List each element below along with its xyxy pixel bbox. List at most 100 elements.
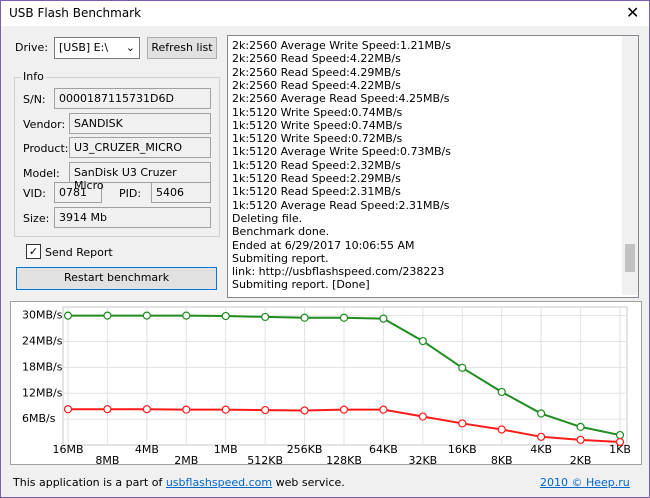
restart-button[interactable]: Restart benchmark [16, 267, 217, 290]
drive-select[interactable]: [USB] E:\ ⌄ [54, 37, 140, 59]
y-tick-label: 18MB/s [22, 360, 63, 373]
data-point [497, 425, 506, 434]
y-tick-label: 12MB/s [22, 386, 63, 399]
data-point [418, 412, 427, 421]
data-point [576, 435, 585, 444]
log-line: 2k:2560 Read Speed:4.29MB/s [232, 65, 401, 79]
data-point [182, 405, 191, 414]
data-point [103, 311, 112, 320]
log-line: link: http://usbflashspeed.com/238223 [232, 265, 445, 279]
drive-value: [USB] E:\ [59, 41, 109, 54]
data-point [418, 336, 427, 346]
data-point [182, 311, 191, 320]
log-line: 2k:2560 Read Speed:4.22MB/s [232, 78, 401, 92]
data-point [63, 405, 73, 414]
field-label: Vendor: [23, 117, 66, 131]
data-point [63, 311, 73, 320]
log-line: 1k:5120 Read Speed:2.29MB/s [232, 172, 401, 185]
vid-value: 0781 [54, 182, 102, 203]
log-line: Ended at 6/29/2017 10:06:55 AM [232, 238, 415, 252]
footer-text: This application is a part of usbflashsp… [13, 476, 345, 489]
window-title: USB Flash Benchmark [9, 6, 142, 20]
refresh-button[interactable]: Refresh list [147, 37, 217, 59]
scrollbar[interactable] [622, 36, 638, 295]
copyright-link[interactable]: 2010 © Heep.ru [540, 476, 630, 489]
pid-value: 5406 [151, 182, 211, 203]
data-point [576, 422, 585, 431]
info-group [14, 77, 220, 237]
x-tick-label: 512KB [247, 454, 283, 465]
info-group-title: Info [21, 70, 46, 83]
field-label: S/N: [23, 93, 46, 106]
send-report-label: Send Report [45, 246, 113, 259]
x-tick-label: 16KB [448, 443, 477, 456]
data-point [103, 405, 112, 414]
log-line: 1k:5120 Read Speed:2.31MB/s [232, 185, 401, 199]
data-point [458, 419, 467, 428]
data-point [458, 363, 467, 372]
size-label: Size: [23, 212, 50, 225]
footer-before: This application is a part of [13, 476, 163, 489]
x-tick-label: 4KB [530, 443, 552, 456]
field-value: 0000187115731D6D [54, 88, 211, 109]
y-tick-label: 24MB/s [22, 335, 63, 348]
data-point [537, 432, 546, 441]
data-point [300, 406, 309, 415]
log-line: 1k:5120 Read Speed:2.32MB/s [232, 158, 401, 172]
data-point [339, 313, 349, 322]
log-box: 2k:2560 Average Write Speed:1.21MB/s 2k:2… [227, 35, 639, 298]
footer-after: web service. [275, 476, 345, 489]
send-report-checkbox[interactable]: ✓ [26, 244, 41, 259]
log-line: 2k:2560 Average Write Speed:1.21MB/s [232, 39, 451, 52]
close-button[interactable]: ✕ [626, 3, 640, 22]
data-point [300, 313, 309, 322]
x-tick-label: 1MB [214, 443, 238, 456]
log-line: Benchmark done. [232, 225, 330, 239]
data-point [221, 311, 230, 321]
plot-area [62, 306, 628, 446]
log-line: 2k:2560 Average Read Speed:4.25MB/s [232, 92, 450, 106]
field-value: U3_CRUZER_MICRO [69, 137, 211, 158]
data-point [497, 387, 506, 397]
data-point [615, 430, 625, 440]
log-line: 1k:5120 Write Speed:0.74MB/s [232, 118, 403, 132]
data-point [379, 405, 388, 414]
x-tick-label: 64KB [369, 443, 398, 456]
field-value: SANDISK [69, 112, 211, 134]
data-point [261, 405, 270, 415]
footer-link[interactable]: usbflashspeed.com [165, 476, 273, 489]
data-point [379, 314, 388, 323]
size-value: 3914 Mb [54, 207, 211, 228]
pid-label: PID: [119, 187, 142, 200]
data-point [142, 405, 151, 414]
data-point [537, 409, 546, 418]
title-bar [1, 1, 649, 26]
vid-label: VID: [23, 187, 46, 200]
log-line: Submiting report. [232, 251, 329, 265]
log-line: 1k:5120 Average Write Speed:0.73MB/s [232, 145, 451, 159]
drive-label: Drive: [15, 41, 49, 54]
y-tick-label: 30MB/s [22, 309, 63, 322]
field-value: SanDisk U3 Cruzer Micro [69, 161, 211, 192]
log-line: Deleting file. [232, 211, 303, 225]
scroll-thumb[interactable] [625, 244, 635, 272]
data-point [142, 311, 151, 320]
x-tick-label: 8KB [491, 454, 513, 465]
x-tick-label: 128KB [326, 454, 362, 465]
log-line: 1k:5120 Write Speed:0.74MB/s [232, 105, 403, 119]
log-line: 1k:5120 Write Speed:0.72MB/s [232, 132, 403, 146]
data-point [261, 312, 270, 322]
field-label: Product: [23, 142, 69, 155]
x-tick-label: 32KB [408, 454, 437, 465]
x-tick-label: 8MB [95, 454, 119, 465]
x-tick-label: 2MB [174, 454, 198, 465]
x-tick-label: 2KB [570, 454, 592, 465]
log-line: 2k:2560 Read Speed:4.22MB/s [232, 52, 401, 66]
data-point [221, 405, 230, 414]
y-tick-label: 6MB/s [22, 412, 56, 425]
x-tick-label: 16MB [52, 443, 83, 456]
field-label: Model: [23, 166, 60, 180]
x-tick-label: 1KB [609, 443, 631, 456]
